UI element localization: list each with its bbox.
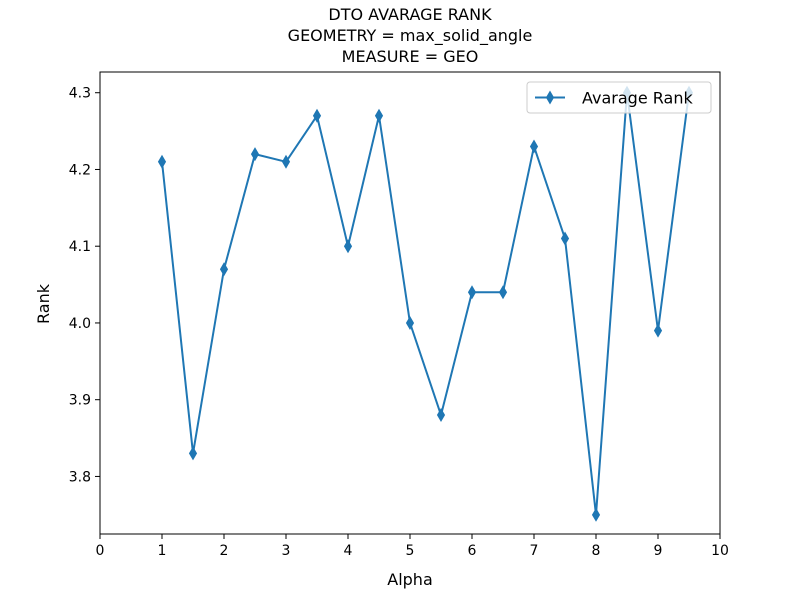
y-axis-label: Rank — [34, 283, 53, 324]
data-point-marker — [374, 108, 384, 123]
y-tick-label: 4.1 — [69, 239, 91, 255]
data-point-marker — [467, 285, 477, 300]
data-point-marker — [436, 408, 446, 423]
y-tick-label: 3.9 — [69, 393, 91, 409]
axes: 0 1 2 3 4 5 6 7 8 9 10 3.8 3.9 4.0 4.1 4.2 4.3 — [69, 71, 729, 559]
chart-title-line-3: MEASURE = GEO — [341, 47, 479, 66]
x-tick-label: 9 — [654, 543, 663, 559]
x-tick-label: 0 — [96, 543, 105, 559]
data-point-marker — [653, 323, 663, 338]
plot-area — [157, 85, 694, 522]
series-line — [161, 91, 690, 516]
legend-box — [526, 81, 712, 114]
chart-title-line-1: DTO AVARAGE RANK — [328, 5, 492, 24]
x-tick-label: 7 — [530, 543, 539, 559]
y-tick-label: 4.0 — [69, 316, 91, 332]
data-point-marker — [157, 154, 167, 169]
data-point-marker — [250, 147, 260, 162]
data-point-marker — [405, 315, 415, 330]
legend: Avarage Rank — [526, 81, 712, 114]
data-point-marker — [591, 507, 601, 522]
data-point-marker — [188, 446, 198, 461]
data-point-marker — [343, 239, 353, 254]
x-tick-label: 10 — [711, 543, 729, 559]
x-tick-label: 6 — [468, 543, 477, 559]
data-point-marker — [312, 108, 322, 123]
x-tick-label: 3 — [282, 543, 291, 559]
y-tick-label: 4.3 — [69, 86, 91, 102]
x-tick-label: 2 — [220, 543, 229, 559]
y-tick-label: 4.2 — [69, 162, 91, 178]
data-point-marker — [529, 139, 539, 154]
plot-frame — [99, 71, 721, 535]
x-tick-label: 1 — [158, 543, 167, 559]
data-point-marker — [281, 154, 291, 169]
x-tick-label: 5 — [406, 543, 415, 559]
x-tick-label: 4 — [344, 543, 353, 559]
data-point-marker — [498, 285, 508, 300]
y-tick-label: 3.8 — [69, 469, 91, 485]
data-point-marker — [219, 262, 229, 277]
data-point-marker — [560, 231, 570, 246]
legend-label: Avarage Rank — [582, 89, 693, 108]
legend-marker-swatch — [545, 90, 555, 105]
x-axis-label: Alpha — [387, 570, 433, 589]
chart-title-line-2: GEOMETRY = max_solid_angle — [287, 26, 533, 45]
x-tick-label: 8 — [592, 543, 601, 559]
